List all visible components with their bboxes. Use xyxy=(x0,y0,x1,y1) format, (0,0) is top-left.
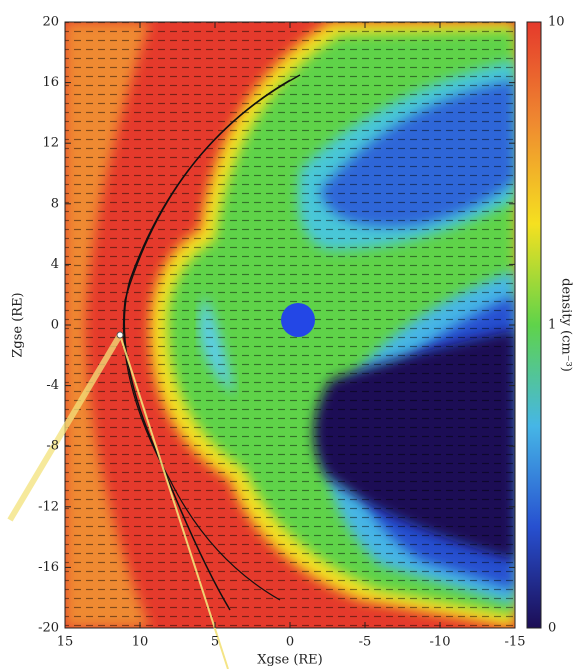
y-tick-label: -8 xyxy=(46,439,59,454)
colorbar-label: density (cm⁻³) xyxy=(559,278,574,372)
pointer-line xyxy=(119,334,229,669)
y-tick-label: 12 xyxy=(42,136,59,151)
colorbar-tick-label: 10 xyxy=(548,15,565,30)
colorbar-tick-label: 1 xyxy=(548,318,556,333)
x-tick-label: 5 xyxy=(211,635,219,650)
y-tick-label: -20 xyxy=(38,621,59,636)
y-tick-label: 20 xyxy=(42,15,59,30)
y-tick-label: -4 xyxy=(46,378,59,393)
y-tick-label: 0 xyxy=(51,318,59,333)
y-tick-label: 4 xyxy=(51,257,59,272)
colorbar-tick-label: 0 xyxy=(548,621,556,636)
marker xyxy=(116,331,124,339)
pointer-line xyxy=(7,333,123,522)
x-tick-label: -5 xyxy=(359,635,372,650)
x-tick-label: 0 xyxy=(286,635,294,650)
density-field xyxy=(65,22,515,628)
x-tick-label: 10 xyxy=(132,635,149,650)
y-tick-label: -12 xyxy=(38,499,59,514)
y-tick-label: 8 xyxy=(51,196,59,211)
x-tick-label: -15 xyxy=(505,635,526,650)
x-tick-label: -10 xyxy=(430,635,451,650)
colorbar xyxy=(526,21,542,629)
y-tick-label: 16 xyxy=(42,75,59,90)
x-axis-label: Xgse (RE) xyxy=(257,653,323,668)
x-tick-label: 15 xyxy=(57,635,74,650)
y-tick-label: -16 xyxy=(38,560,59,575)
y-axis-label: Zgse (RE) xyxy=(11,292,26,357)
